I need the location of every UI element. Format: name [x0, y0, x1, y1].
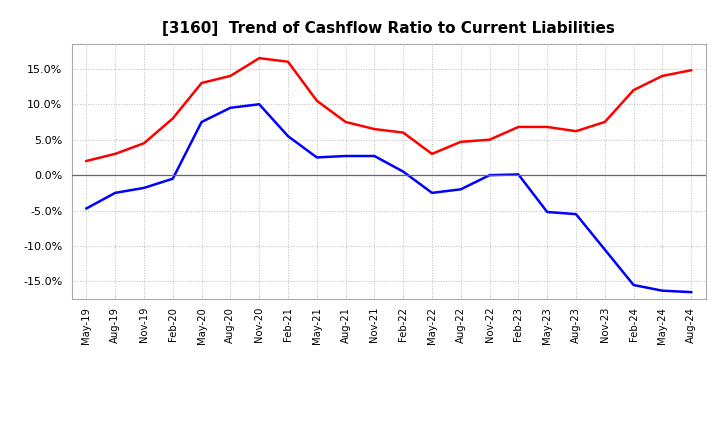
Operating CF to Current Liabilities: [168, 116, 177, 121]
Operating CF to Current Liabilities: [572, 128, 580, 134]
Operating CF to Current Liabilities: [370, 126, 379, 132]
Free CF to Current Liabilities: [514, 172, 523, 177]
Free CF to Current Liabilities: [485, 172, 494, 178]
Operating CF to Current Liabilities: [543, 124, 552, 129]
Operating CF to Current Liabilities: [226, 73, 235, 78]
Operating CF to Current Liabilities: [82, 158, 91, 164]
Free CF to Current Liabilities: [82, 206, 91, 211]
Free CF to Current Liabilities: [399, 169, 408, 174]
Free CF to Current Liabilities: [572, 212, 580, 217]
Line: Operating CF to Current Liabilities: Operating CF to Current Liabilities: [86, 58, 691, 161]
Free CF to Current Liabilities: [341, 154, 350, 159]
Operating CF to Current Liabilities: [485, 137, 494, 143]
Operating CF to Current Liabilities: [658, 73, 667, 78]
Operating CF to Current Liabilities: [255, 55, 264, 61]
Free CF to Current Liabilities: [687, 290, 696, 295]
Line: Free CF to Current Liabilities: Free CF to Current Liabilities: [86, 104, 691, 292]
Operating CF to Current Liabilities: [341, 119, 350, 125]
Operating CF to Current Liabilities: [197, 81, 206, 86]
Operating CF to Current Liabilities: [600, 119, 609, 125]
Free CF to Current Liabilities: [370, 154, 379, 159]
Operating CF to Current Liabilities: [399, 130, 408, 135]
Operating CF to Current Liabilities: [629, 88, 638, 93]
Free CF to Current Liabilities: [658, 288, 667, 293]
Operating CF to Current Liabilities: [687, 68, 696, 73]
Free CF to Current Liabilities: [168, 176, 177, 181]
Free CF to Current Liabilities: [255, 102, 264, 107]
Operating CF to Current Liabilities: [456, 139, 465, 144]
Free CF to Current Liabilities: [600, 247, 609, 252]
Operating CF to Current Liabilities: [514, 124, 523, 129]
Free CF to Current Liabilities: [226, 105, 235, 110]
Free CF to Current Liabilities: [111, 190, 120, 195]
Free CF to Current Liabilities: [543, 209, 552, 215]
Free CF to Current Liabilities: [312, 155, 321, 160]
Free CF to Current Liabilities: [428, 190, 436, 195]
Free CF to Current Liabilities: [456, 187, 465, 192]
Operating CF to Current Liabilities: [284, 59, 292, 64]
Free CF to Current Liabilities: [197, 119, 206, 125]
Operating CF to Current Liabilities: [312, 98, 321, 103]
Title: [3160]  Trend of Cashflow Ratio to Current Liabilities: [3160] Trend of Cashflow Ratio to Curren…: [163, 21, 615, 36]
Operating CF to Current Liabilities: [140, 141, 148, 146]
Free CF to Current Liabilities: [284, 133, 292, 139]
Free CF to Current Liabilities: [629, 282, 638, 288]
Free CF to Current Liabilities: [140, 185, 148, 191]
Operating CF to Current Liabilities: [111, 151, 120, 157]
Operating CF to Current Liabilities: [428, 151, 436, 157]
